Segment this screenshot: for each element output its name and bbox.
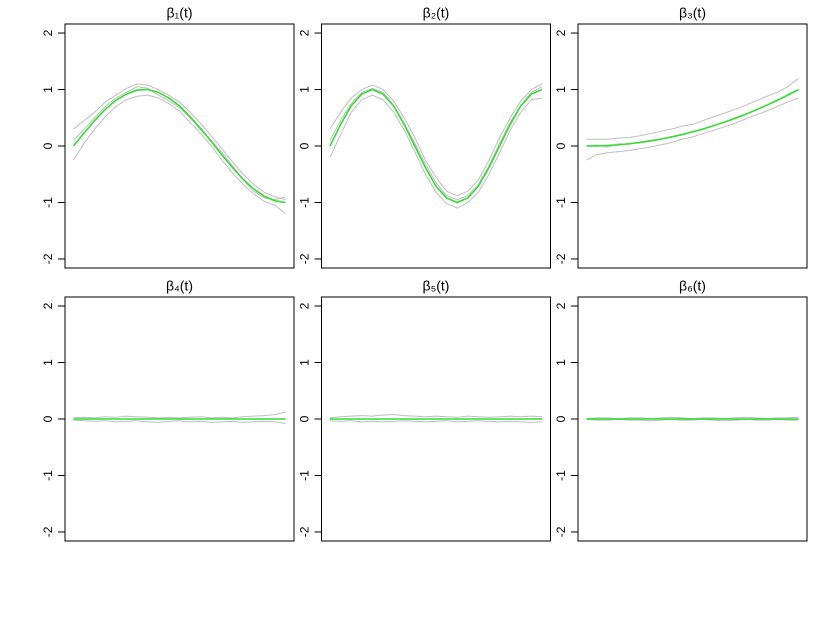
plot-frame: [577, 296, 808, 542]
y-tick-label: 0: [41, 142, 55, 149]
y-tick-label: 1: [41, 359, 55, 366]
y-tick-label: -2: [298, 253, 312, 264]
curve: [329, 94, 543, 209]
curve: [73, 411, 286, 419]
y-tick-label: 0: [41, 415, 55, 422]
curve: [73, 94, 286, 215]
y-tick-label: 2: [298, 29, 312, 36]
panel-title: β₆(t): [679, 278, 706, 294]
plot-frame: [577, 23, 808, 269]
y-tick-label: 1: [41, 86, 55, 93]
curve: [73, 86, 286, 201]
panel-title: β₂(t): [423, 5, 450, 21]
y-tick-label: -1: [554, 197, 568, 208]
curve: [586, 97, 799, 161]
y-tick-label: 0: [298, 142, 312, 149]
curve: [73, 83, 286, 201]
panel-title: β₃(t): [679, 5, 706, 21]
y-tick-label: -1: [298, 470, 312, 481]
y-tick-label: -2: [41, 253, 55, 264]
panel-title: β₄(t): [166, 278, 193, 294]
curve: [72, 88, 286, 204]
y-tick-label: 1: [298, 359, 312, 366]
y-tick-label: -2: [554, 526, 568, 537]
plot-frame: [64, 23, 295, 269]
y-tick-label: 1: [298, 86, 312, 93]
plot-frame: [321, 296, 551, 542]
plot-frame: [64, 296, 295, 542]
y-tick-label: -1: [41, 470, 55, 481]
panel-title: β₁(t): [167, 5, 193, 21]
y-tick-label: -2: [554, 253, 568, 264]
curve: [586, 77, 799, 140]
y-tick-label: 2: [41, 302, 55, 309]
y-tick-label: 2: [554, 29, 568, 36]
y-tick-label: 0: [554, 415, 568, 422]
y-tick-label: -2: [298, 526, 312, 537]
y-tick-label: 0: [298, 415, 312, 422]
curve: [73, 419, 286, 425]
y-tick-label: 1: [554, 86, 568, 93]
y-tick-label: 2: [298, 302, 312, 309]
panel-title: β₅(t): [423, 278, 450, 294]
y-tick-label: -1: [554, 470, 568, 481]
y-tick-label: 0: [554, 142, 568, 149]
curve: [329, 88, 543, 204]
curve: [329, 86, 543, 201]
curve: [329, 83, 543, 197]
y-tick-label: -1: [41, 197, 55, 208]
curve: [329, 420, 543, 423]
y-tick-label: 2: [41, 29, 55, 36]
curve: [329, 413, 543, 419]
y-tick-label: -2: [41, 526, 55, 537]
plot-frame: [321, 23, 551, 269]
curve: [586, 88, 799, 147]
y-tick-label: 2: [554, 302, 568, 309]
y-tick-label: -1: [298, 197, 312, 208]
y-tick-label: 1: [554, 359, 568, 366]
